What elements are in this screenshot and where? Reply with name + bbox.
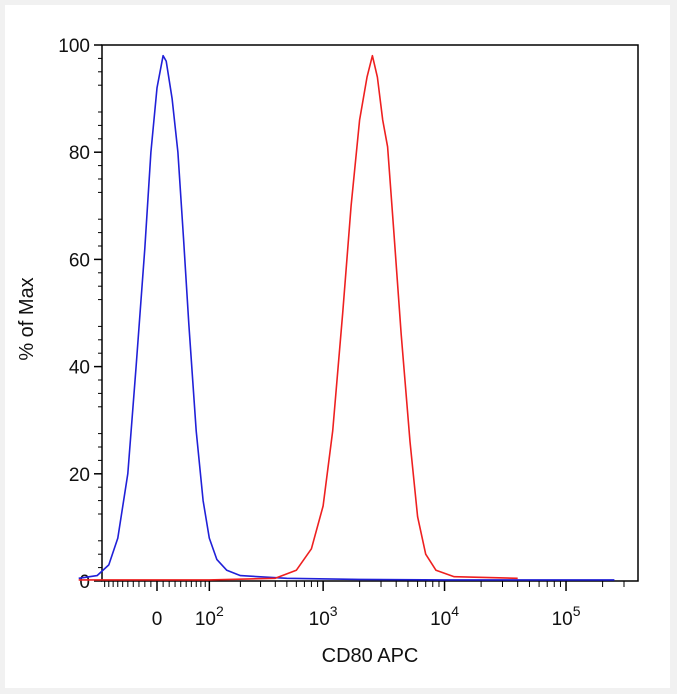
x-tick-label: 102 bbox=[195, 603, 224, 630]
y-tick-label: 40 bbox=[69, 358, 90, 379]
series-layer bbox=[78, 54, 615, 581]
x-tick-label: 103 bbox=[309, 603, 338, 630]
axis-ticks: 0 20 40 60 80 100 0 102 103 104 105 bbox=[58, 36, 625, 630]
x-axis-title: CD80 APC bbox=[322, 645, 419, 667]
y-tick-label: 60 bbox=[69, 250, 90, 271]
histogram-chart: 0 20 40 60 80 100 0 102 103 104 105 CD80 APC % of … bbox=[16, 36, 639, 667]
x-tick-label: 104 bbox=[430, 603, 459, 630]
chart-panel: 0 20 40 60 80 100 0 102 103 104 105 CD80 APC % of … bbox=[5, 5, 670, 688]
y-axis-title: % of Max bbox=[16, 277, 38, 360]
y-tick-label: 20 bbox=[69, 465, 90, 486]
histogram-series-1 bbox=[78, 54, 615, 581]
x-tick-label: 105 bbox=[552, 603, 581, 630]
plot-area bbox=[101, 44, 639, 582]
histogram-series-2 bbox=[78, 54, 518, 581]
y-tick-label: 0 bbox=[79, 572, 90, 593]
y-tick-label: 80 bbox=[69, 143, 90, 164]
x-tick-label: 0 bbox=[152, 609, 163, 630]
y-tick-label: 100 bbox=[58, 36, 90, 57]
